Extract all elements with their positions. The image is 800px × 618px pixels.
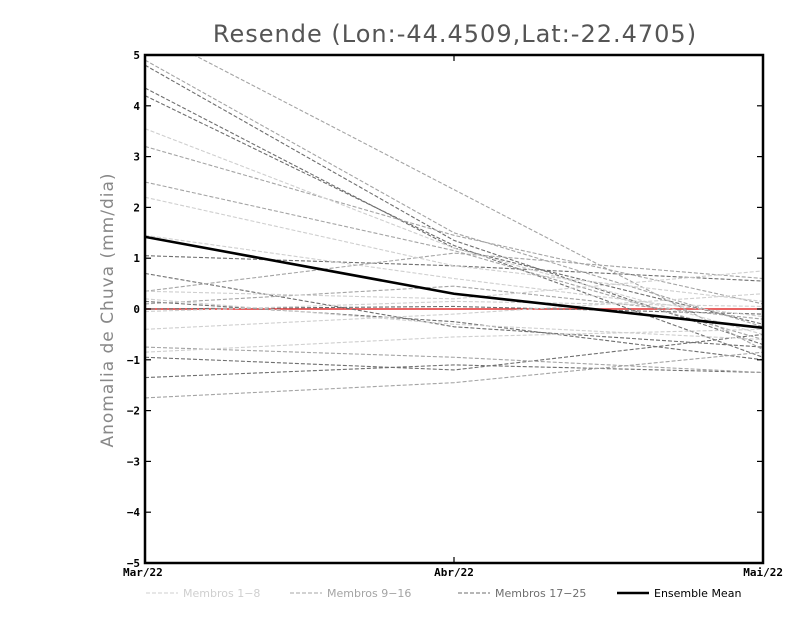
plot-lines: [145, 55, 763, 399]
y-tick-label: 3: [133, 151, 140, 164]
member-line-14: [145, 285, 763, 320]
member-line-3: [145, 270, 763, 300]
member-line-8: [145, 196, 763, 302]
member-line-4: [145, 300, 763, 313]
member-line-17: [145, 64, 763, 346]
member-line-11: [145, 145, 763, 305]
member-line-16: [145, 346, 763, 374]
plot-frame: [143, 53, 765, 565]
ensemble-mean-line: [145, 235, 763, 330]
member-line-5: [145, 293, 763, 330]
member-line-19: [145, 95, 763, 358]
y-tick-label: −4: [127, 506, 141, 519]
member-line-23: [145, 333, 763, 371]
x-tick-label: Abr/22: [434, 566, 474, 579]
member-line-10: [145, 59, 763, 328]
chart-title: Resende (Lon:-44.4509,Lat:-22.4705): [213, 20, 697, 48]
member-line-15: [145, 351, 763, 399]
y-tick-label: −3: [127, 455, 140, 468]
legend-label-2: Membros 9−16: [327, 587, 411, 600]
legend: Membros 1−8 Membros 9−16 Membros 17−25 Ense…: [146, 587, 741, 600]
y-tick-label: −5: [127, 557, 140, 570]
member-line-24: [145, 364, 763, 379]
member-line-22: [145, 300, 763, 361]
member-line-12: [145, 181, 763, 341]
y-tick-label: 4: [133, 100, 140, 113]
x-tick-label: Mar/22: [123, 566, 163, 579]
y-tick-label: 1: [133, 252, 140, 265]
member-line-20: [145, 255, 763, 282]
y-tick-label: 2: [133, 201, 140, 214]
member-line-7: [145, 328, 763, 353]
legend-label-1: Membros 1−8: [183, 587, 260, 600]
y-tick-label: −2: [127, 405, 140, 418]
y-tick-label: −1: [127, 354, 141, 367]
member-line-9: [192, 55, 763, 351]
x-tick-label: Mai/22: [743, 566, 783, 579]
member-line-6: [145, 298, 763, 341]
member-line-21: [145, 272, 763, 348]
y-tick-label: 0: [133, 303, 140, 316]
legend-label-3: Membros 17−25: [495, 587, 586, 600]
legend-label-4: Ensemble Mean: [654, 587, 741, 600]
y-axis-label: Anomalia de Chuva (mm/dia): [98, 172, 118, 447]
member-line-2: [145, 234, 763, 318]
member-line-1: [145, 128, 763, 335]
y-tick-label: 5: [133, 49, 140, 62]
member-line-18: [145, 87, 763, 325]
member-line-13: [145, 252, 763, 292]
